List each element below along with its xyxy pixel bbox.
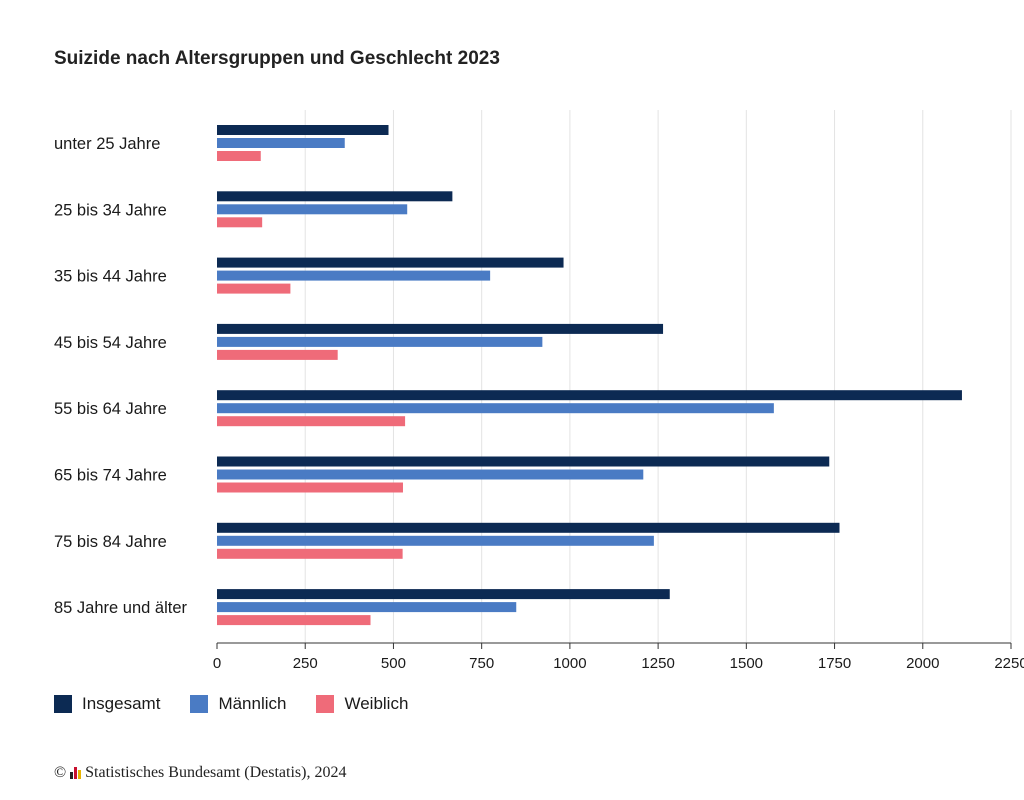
- legend-label: Insgesamt: [82, 694, 161, 713]
- category-labels: unter 25 Jahre 25 bis 34 Jahre 35 bis 44 J…: [54, 135, 188, 617]
- bar-insgesamt-1[interactable]: [217, 191, 453, 202]
- x-tick-label: 1000: [553, 655, 586, 672]
- legend-swatch: [54, 695, 72, 713]
- bar-weiblich-4[interactable]: [217, 416, 406, 427]
- bar-männlich-5[interactable]: [217, 469, 644, 480]
- x-tick-label: 2000: [906, 655, 939, 672]
- legend-swatch: [190, 695, 209, 713]
- category-label: unter 25 Jahre: [54, 135, 160, 153]
- x-tick-label: 750: [469, 655, 494, 672]
- legend-item-weiblich[interactable]: Weiblich: [316, 694, 408, 714]
- source-text: Statistisches Bundesamt (Destatis), 2024: [85, 764, 347, 781]
- category-label: 55 bis 64 Jahre: [54, 400, 167, 418]
- x-tick-label: 250: [293, 655, 318, 672]
- bar-insgesamt-0[interactable]: [217, 125, 389, 135]
- x-tick-label: 1250: [641, 655, 674, 672]
- bar-männlich-0[interactable]: [217, 138, 345, 148]
- x-tick-label: 1750: [818, 655, 851, 672]
- legend: Insgesamt Männlich Weiblich: [54, 694, 438, 714]
- bar-insgesamt-5[interactable]: [217, 456, 830, 467]
- bar-männlich-3[interactable]: [217, 336, 543, 347]
- bar-weiblich-6[interactable]: [217, 548, 403, 559]
- bar-insgesamt-7[interactable]: [217, 589, 670, 600]
- category-label: 45 bis 54 Jahre: [54, 334, 167, 352]
- bar-chart: unter 25 Jahre 25 bis 34 Jahre 35 bis 44 J…: [54, 110, 1024, 672]
- bar-weiblich-2[interactable]: [217, 283, 291, 294]
- bar-weiblich-1[interactable]: [217, 217, 263, 228]
- copyright-symbol: ©: [54, 764, 67, 781]
- x-tick-label: 1500: [730, 655, 763, 672]
- bar-weiblich-7[interactable]: [217, 615, 371, 626]
- x-tick-label: 500: [381, 655, 406, 672]
- legend-item-insgesamt[interactable]: Insgesamt: [54, 694, 160, 714]
- x-tick-label: 0: [213, 655, 221, 672]
- bar-männlich-7[interactable]: [217, 602, 517, 613]
- bar-insgesamt-3[interactable]: [217, 323, 664, 334]
- bar-weiblich-5[interactable]: [217, 482, 403, 493]
- bar-insgesamt-6[interactable]: [217, 522, 840, 533]
- chart-title: Suizide nach Altersgruppen und Geschlech…: [54, 48, 500, 69]
- bar-insgesamt-4[interactable]: [217, 390, 962, 401]
- source-credit: © Statistisches Bundesamt (Destatis), 20…: [54, 764, 346, 782]
- bar-weiblich-0[interactable]: [217, 151, 261, 161]
- category-label: 85 Jahre und älter: [54, 599, 188, 617]
- bars: [217, 125, 962, 626]
- category-label: 65 bis 74 Jahre: [54, 467, 167, 485]
- bar-insgesamt-2[interactable]: [217, 257, 564, 268]
- x-tick-label: 2250: [994, 655, 1024, 672]
- legend-label: Weiblich: [344, 694, 409, 713]
- legend-swatch: [316, 695, 335, 713]
- bar-männlich-2[interactable]: [217, 270, 491, 281]
- destatis-logo-icon: [70, 767, 82, 779]
- bar-männlich-6[interactable]: [217, 535, 654, 546]
- category-label: 25 bis 34 Jahre: [54, 201, 167, 219]
- bar-weiblich-3[interactable]: [217, 349, 338, 360]
- bar-männlich-1[interactable]: [217, 204, 408, 215]
- category-label: 75 bis 84 Jahre: [54, 533, 167, 551]
- category-label: 35 bis 44 Jahre: [54, 268, 167, 286]
- gridlines: [304, 110, 1012, 643]
- bar-männlich-4[interactable]: [217, 403, 774, 414]
- legend-label: Männlich: [218, 694, 287, 713]
- legend-item-maennlich[interactable]: Männlich: [190, 694, 286, 714]
- x-axis-ticks: 0 250 500 750 1000 1250 1500 1750 2000 2250: [213, 643, 1024, 672]
